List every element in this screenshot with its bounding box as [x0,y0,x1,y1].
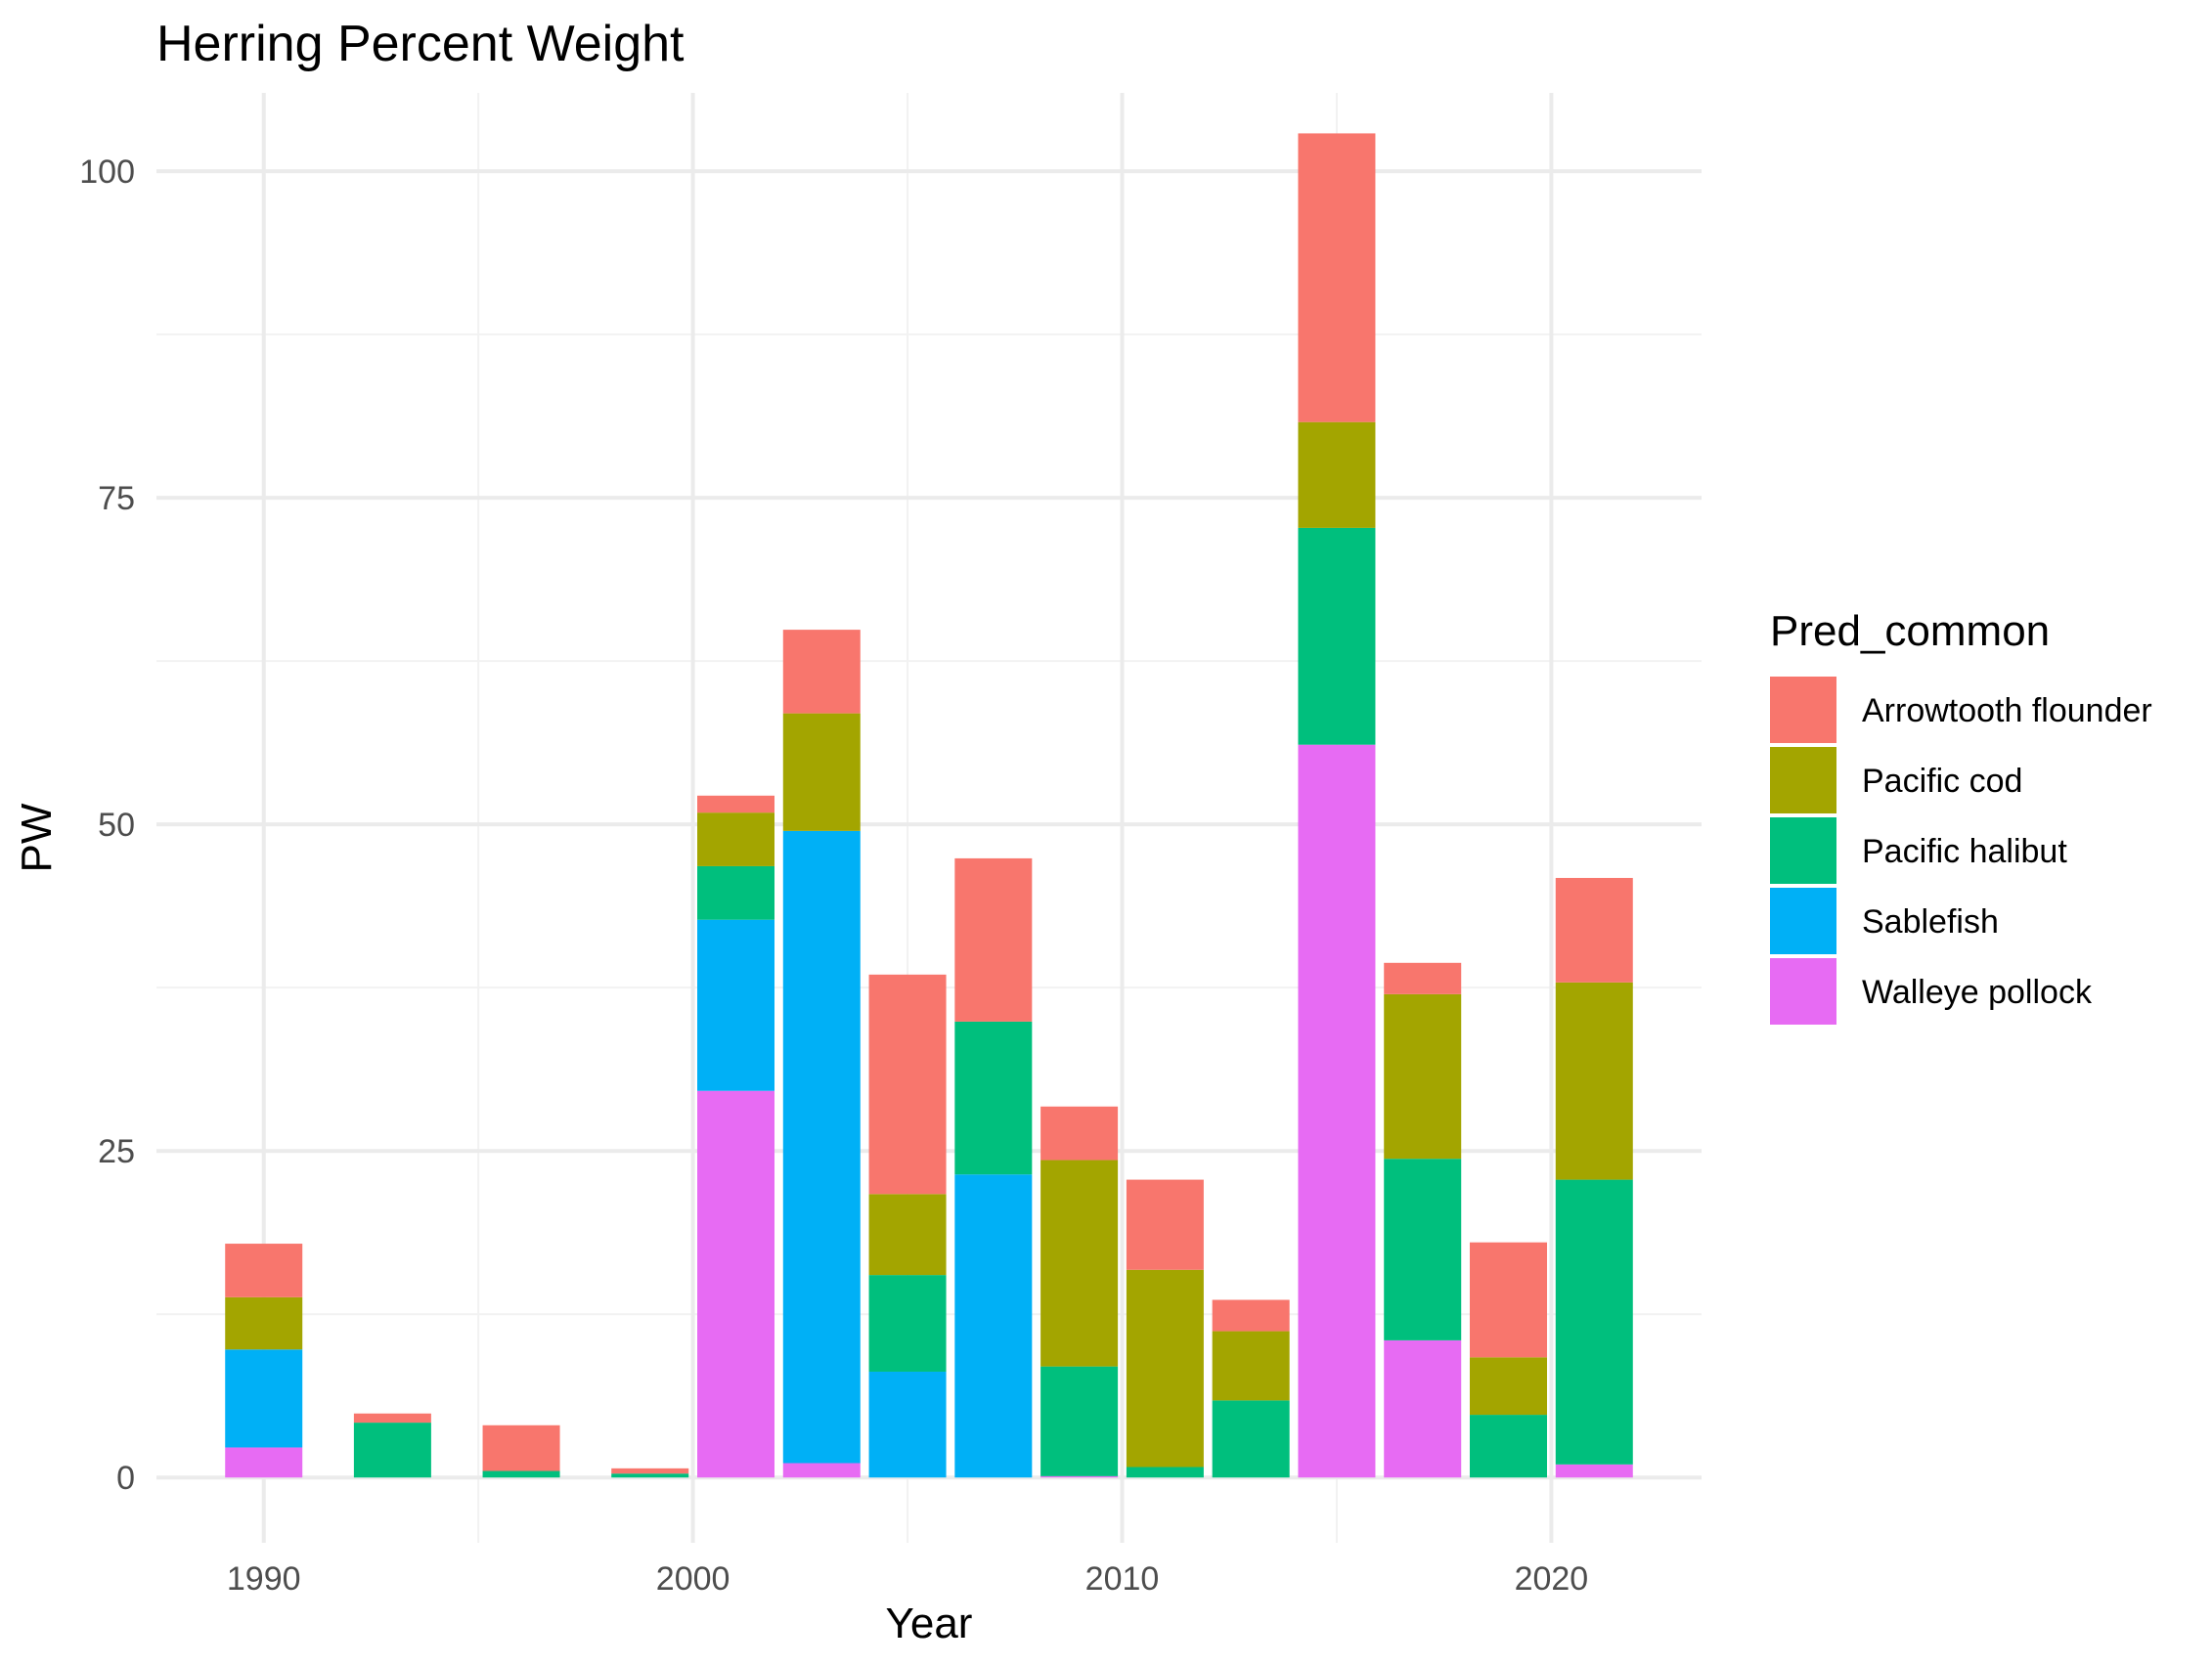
bar-segment-pacific-halibut [1040,1366,1119,1476]
bar-segment-sablefish [697,919,774,1091]
legend-key [1770,677,1836,743]
bar-segment-arrowtooth-flounder [1298,133,1376,422]
bar-segment-pacific-cod [697,812,774,866]
bar-segment-arrowtooth-flounder [697,795,774,813]
bar-segment-pacific-halibut [868,1275,947,1372]
bar-segment-arrowtooth-flounder [868,974,947,1195]
y-tick-label: 25 [98,1133,135,1170]
bars-group [225,133,1633,1478]
bar-segment-pacific-cod [1040,1160,1119,1367]
legend-label: Pacific cod [1862,763,2022,800]
y-tick-label: 0 [116,1460,135,1497]
bar-segment-walleye-pollock [1298,744,1376,1478]
bar-segment-arrowtooth-flounder [225,1244,303,1297]
legend-key [1770,888,1836,954]
bar-segment-pacific-cod [868,1194,947,1276]
bar-segment-pacific-halibut [954,1021,1033,1175]
bar-segment-arrowtooth-flounder [1126,1179,1204,1270]
bar-segment-arrowtooth-flounder [782,630,861,714]
legend-title: Pred_common [1770,607,2050,655]
bar-segment-pacific-halibut [353,1423,431,1478]
bar-segment-pacific-cod [1212,1331,1290,1401]
bar-segment-arrowtooth-flounder [1040,1106,1119,1161]
bar-segment-pacific-halibut [1470,1415,1547,1478]
bar-segment-walleye-pollock [782,1463,861,1478]
bar-segment-pacific-cod [1126,1269,1204,1468]
y-axis-title: PW [13,803,61,872]
bar-segment-sablefish [225,1349,303,1448]
legend-label: Sablefish [1862,903,1999,941]
bar-segment-arrowtooth-flounder [482,1425,560,1471]
bar-segment-arrowtooth-flounder [954,857,1033,1022]
bar-segment-arrowtooth-flounder [611,1468,689,1474]
legend-key [1770,747,1836,813]
bar-segment-walleye-pollock [1555,1464,1633,1478]
y-tick-label: 50 [98,807,135,844]
legend-label: Arrowtooth flounder [1862,692,2152,729]
legend: Pred_common Arrowtooth flounder Pacific c… [1770,607,2152,1025]
y-tick-label: 100 [79,153,135,191]
chart-title: Herring Percent Weight [156,16,685,72]
bar-segment-walleye-pollock [697,1090,774,1478]
bar-segment-pacific-halibut [697,865,774,920]
bar-segment-pacific-halibut [482,1470,560,1478]
x-tick-label: 2010 [1085,1560,1160,1598]
x-axis-title: Year [886,1600,973,1647]
bar-segment-pacific-halibut [1555,1179,1633,1465]
bar-segment-sablefish [954,1174,1033,1478]
legend-label: Pacific halibut [1862,833,2067,870]
bar-segment-pacific-halibut [1384,1159,1462,1340]
bar-segment-pacific-halibut [1212,1400,1290,1478]
bar-segment-pacific-cod [1384,993,1462,1160]
y-axis-ticks: 0 25 50 75 100 [79,153,135,1497]
bar-segment-walleye-pollock [1040,1475,1119,1478]
bar-segment-walleye-pollock [225,1447,303,1478]
bar-segment-arrowtooth-flounder [1555,877,1633,983]
bar-segment-pacific-cod [1555,982,1633,1180]
legend-items: Arrowtooth flounder Pacific cod Pacific ha… [1770,677,2152,1025]
bar-segment-sablefish [868,1371,947,1478]
x-tick-label: 2000 [656,1560,730,1598]
bar-segment-pacific-cod [225,1296,303,1350]
bar-segment-arrowtooth-flounder [1212,1299,1290,1332]
bar-segment-arrowtooth-flounder [353,1413,431,1424]
bar-segment-sablefish [782,830,861,1464]
bar-segment-pacific-cod [782,713,861,831]
bar-segment-pacific-halibut [611,1473,689,1478]
bar-segment-pacific-halibut [1126,1467,1204,1478]
bar-segment-pacific-cod [1470,1357,1547,1416]
legend-label: Walleye pollock [1862,974,2093,1011]
legend-key [1770,958,1836,1025]
x-tick-label: 2020 [1515,1560,1589,1598]
bar-segment-pacific-cod [1298,421,1376,528]
x-tick-label: 1990 [227,1560,301,1598]
bar-segment-walleye-pollock [1384,1339,1462,1478]
x-axis-ticks: 1990 2000 2010 2020 [227,1560,1588,1598]
y-tick-label: 75 [98,480,135,517]
legend-key [1770,817,1836,884]
bar-segment-arrowtooth-flounder [1384,962,1462,994]
bar-segment-pacific-halibut [1298,527,1376,745]
bar-segment-arrowtooth-flounder [1470,1242,1547,1358]
